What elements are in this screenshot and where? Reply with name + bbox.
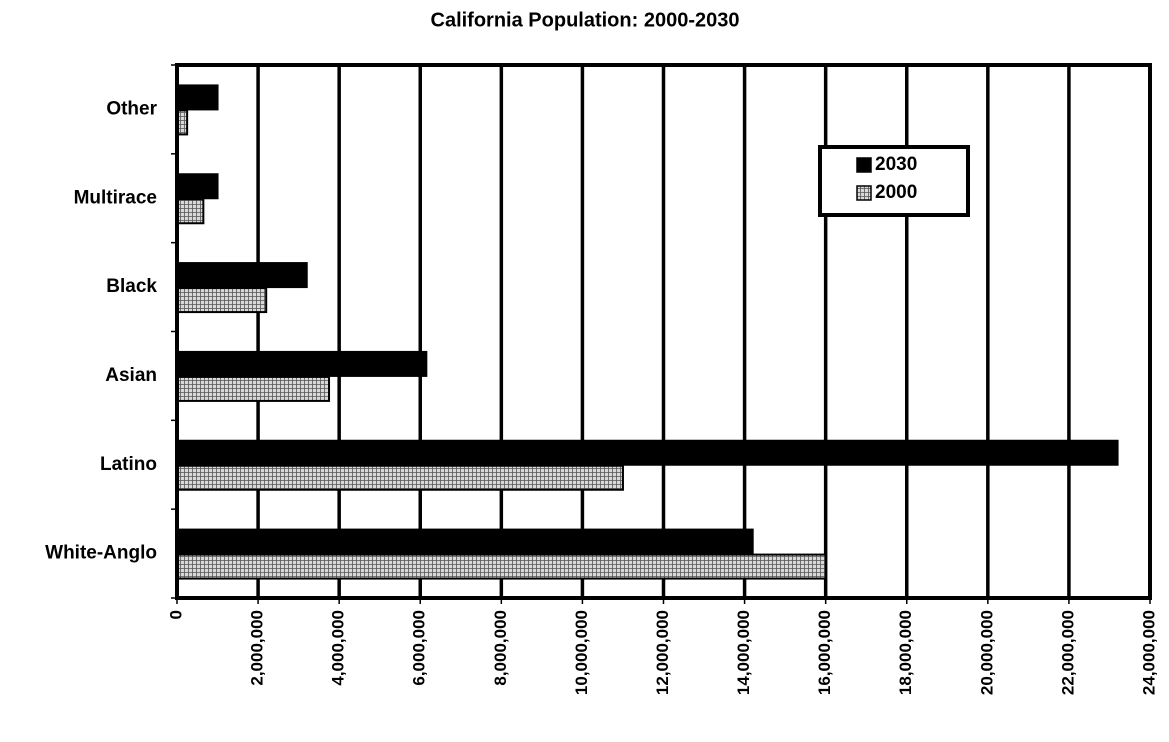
legend-swatch [856, 157, 872, 173]
y-tick-label: Multirace [74, 187, 157, 208]
bar [176, 84, 219, 111]
bar [176, 350, 428, 377]
bar [176, 287, 268, 314]
legend-swatch [856, 185, 872, 201]
x-tick-label: 16,000,000 [815, 610, 834, 695]
bar [176, 375, 331, 402]
x-tick-label: 22,000,000 [1058, 610, 1077, 695]
x-tick-label: 20,000,000 [977, 610, 996, 695]
y-tick-label: White-Anglo [45, 543, 157, 564]
x-tick-label: 18,000,000 [896, 610, 915, 695]
bar [176, 198, 205, 225]
bar [176, 173, 219, 200]
y-tick-label: Asian [105, 365, 157, 386]
x-tick-label: 6,000,000 [410, 610, 429, 686]
bar [176, 553, 827, 580]
legend-label: 2030 [875, 154, 917, 175]
y-tick-label: Other [106, 98, 157, 119]
x-tick-label: 2,000,000 [248, 610, 267, 686]
x-tick-label: 4,000,000 [329, 610, 348, 686]
bar [176, 464, 624, 491]
x-tick-label: 10,000,000 [572, 610, 591, 695]
x-tick-label: 8,000,000 [491, 610, 510, 686]
chart-title: California Population: 2000-2030 [431, 9, 740, 31]
x-tick-label: 0 [166, 610, 185, 619]
x-tick-label: 12,000,000 [653, 610, 672, 695]
bar [176, 528, 754, 555]
legend-box [818, 145, 970, 217]
y-tick-label: Latino [100, 454, 157, 475]
plot-border [175, 63, 1152, 600]
bar [176, 439, 1119, 466]
legend-label: 2000 [875, 182, 917, 203]
y-tick-label: Black [106, 276, 157, 297]
x-tick-label: 14,000,000 [734, 610, 753, 695]
bar [176, 262, 308, 289]
x-tick-label: 24,000,000 [1139, 610, 1158, 695]
